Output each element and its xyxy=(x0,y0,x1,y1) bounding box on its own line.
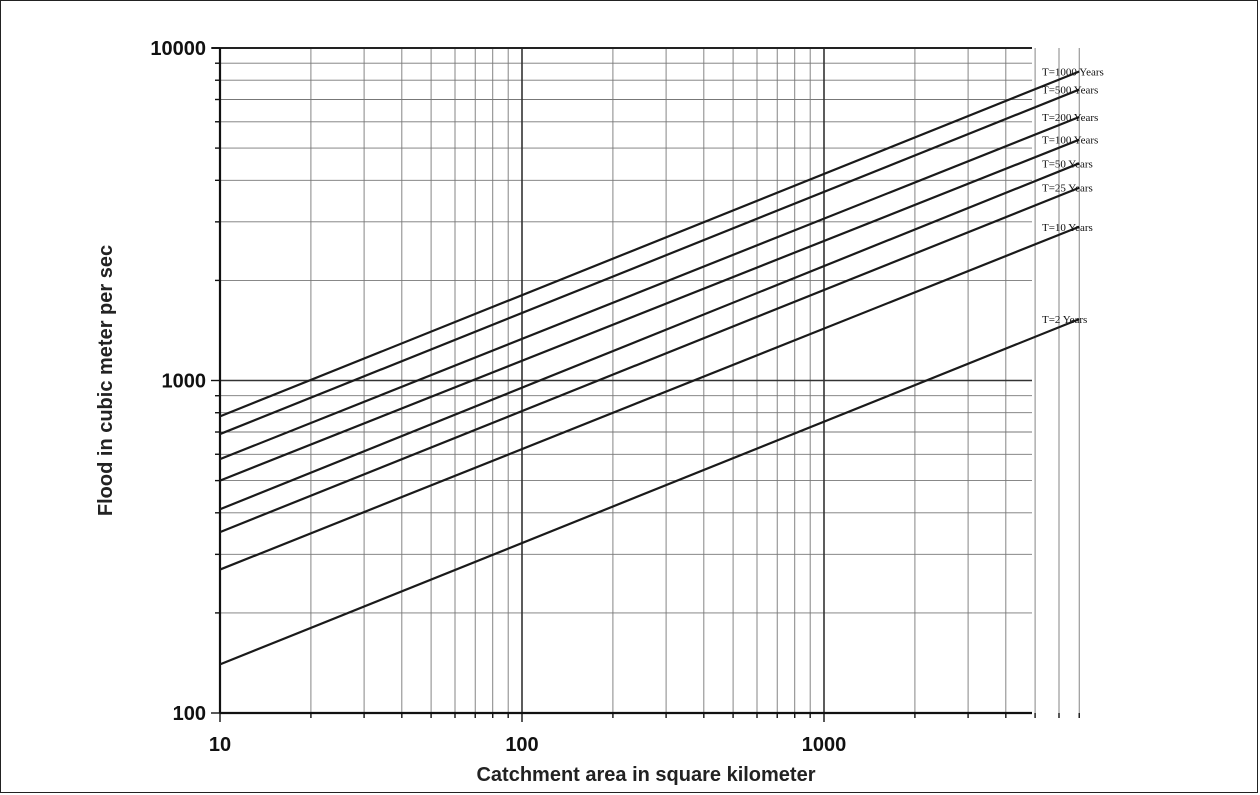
series-labels: T=1000 Years T=500 Years T=200 Years T=100 … xyxy=(1042,66,1104,326)
x-tick-labels: 10 100 1000 xyxy=(209,734,846,756)
series-label: T=200 Years xyxy=(1042,112,1098,124)
y-tick-labels: 100 1000 10000 xyxy=(150,38,206,725)
x-axis-title: Catchment area in square kilometer xyxy=(476,764,815,786)
series-line xyxy=(219,88,1080,436)
series-line xyxy=(219,70,1080,418)
series-line xyxy=(219,225,1080,571)
series-line xyxy=(219,116,1080,461)
series-line xyxy=(219,186,1080,534)
series-label: T=100 Years xyxy=(1042,135,1098,147)
series-label: T=10 Years xyxy=(1042,222,1093,234)
series-label: T=1000 Years xyxy=(1042,66,1104,78)
series-label: T=2 Years xyxy=(1042,314,1087,326)
series-label: T=500 Years xyxy=(1042,85,1098,97)
x-tick-label: 1000 xyxy=(802,734,847,756)
series-label: T=50 Years xyxy=(1042,158,1093,170)
series-line xyxy=(219,138,1080,482)
series-label: T=25 Years xyxy=(1042,183,1093,195)
x-tick-label: 10 xyxy=(209,734,231,756)
series-line xyxy=(219,162,1080,511)
axes xyxy=(211,47,1080,722)
x-tick-label: 100 xyxy=(505,734,538,756)
y-axis-title: Flood in cubic meter per sec xyxy=(95,245,117,516)
series-lines xyxy=(219,70,1080,666)
y-tick-label: 1000 xyxy=(162,371,207,393)
y-tick-label: 100 xyxy=(173,703,206,725)
series-line xyxy=(219,318,1080,666)
y-tick-label: 10000 xyxy=(150,38,206,60)
